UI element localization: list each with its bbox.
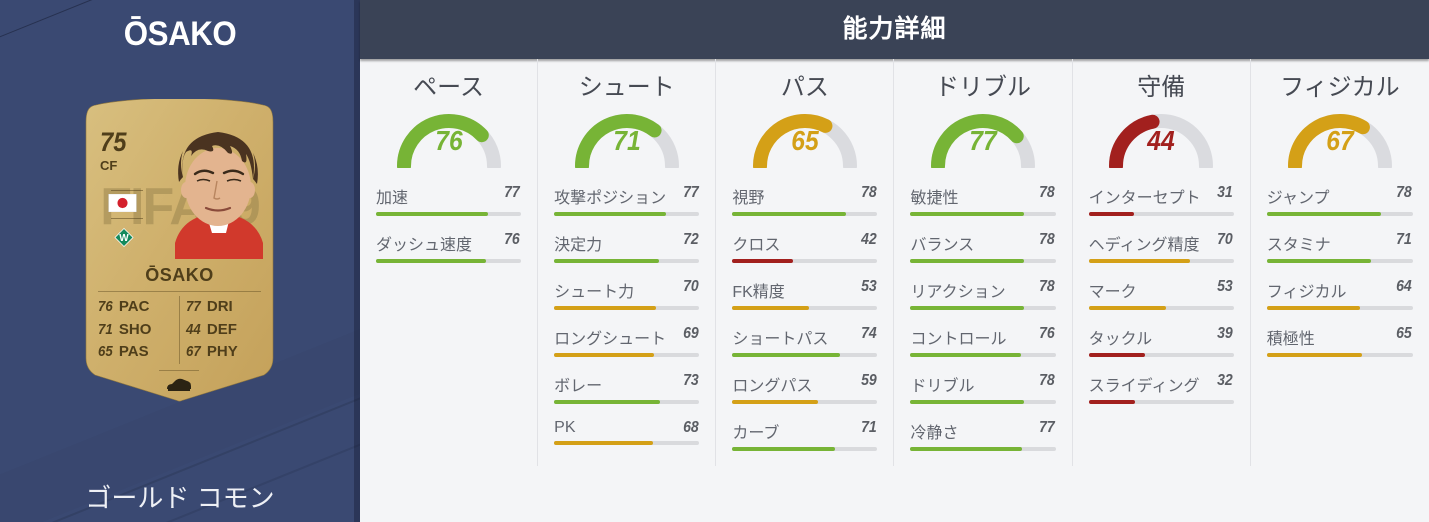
svg-text:W: W xyxy=(119,233,129,244)
